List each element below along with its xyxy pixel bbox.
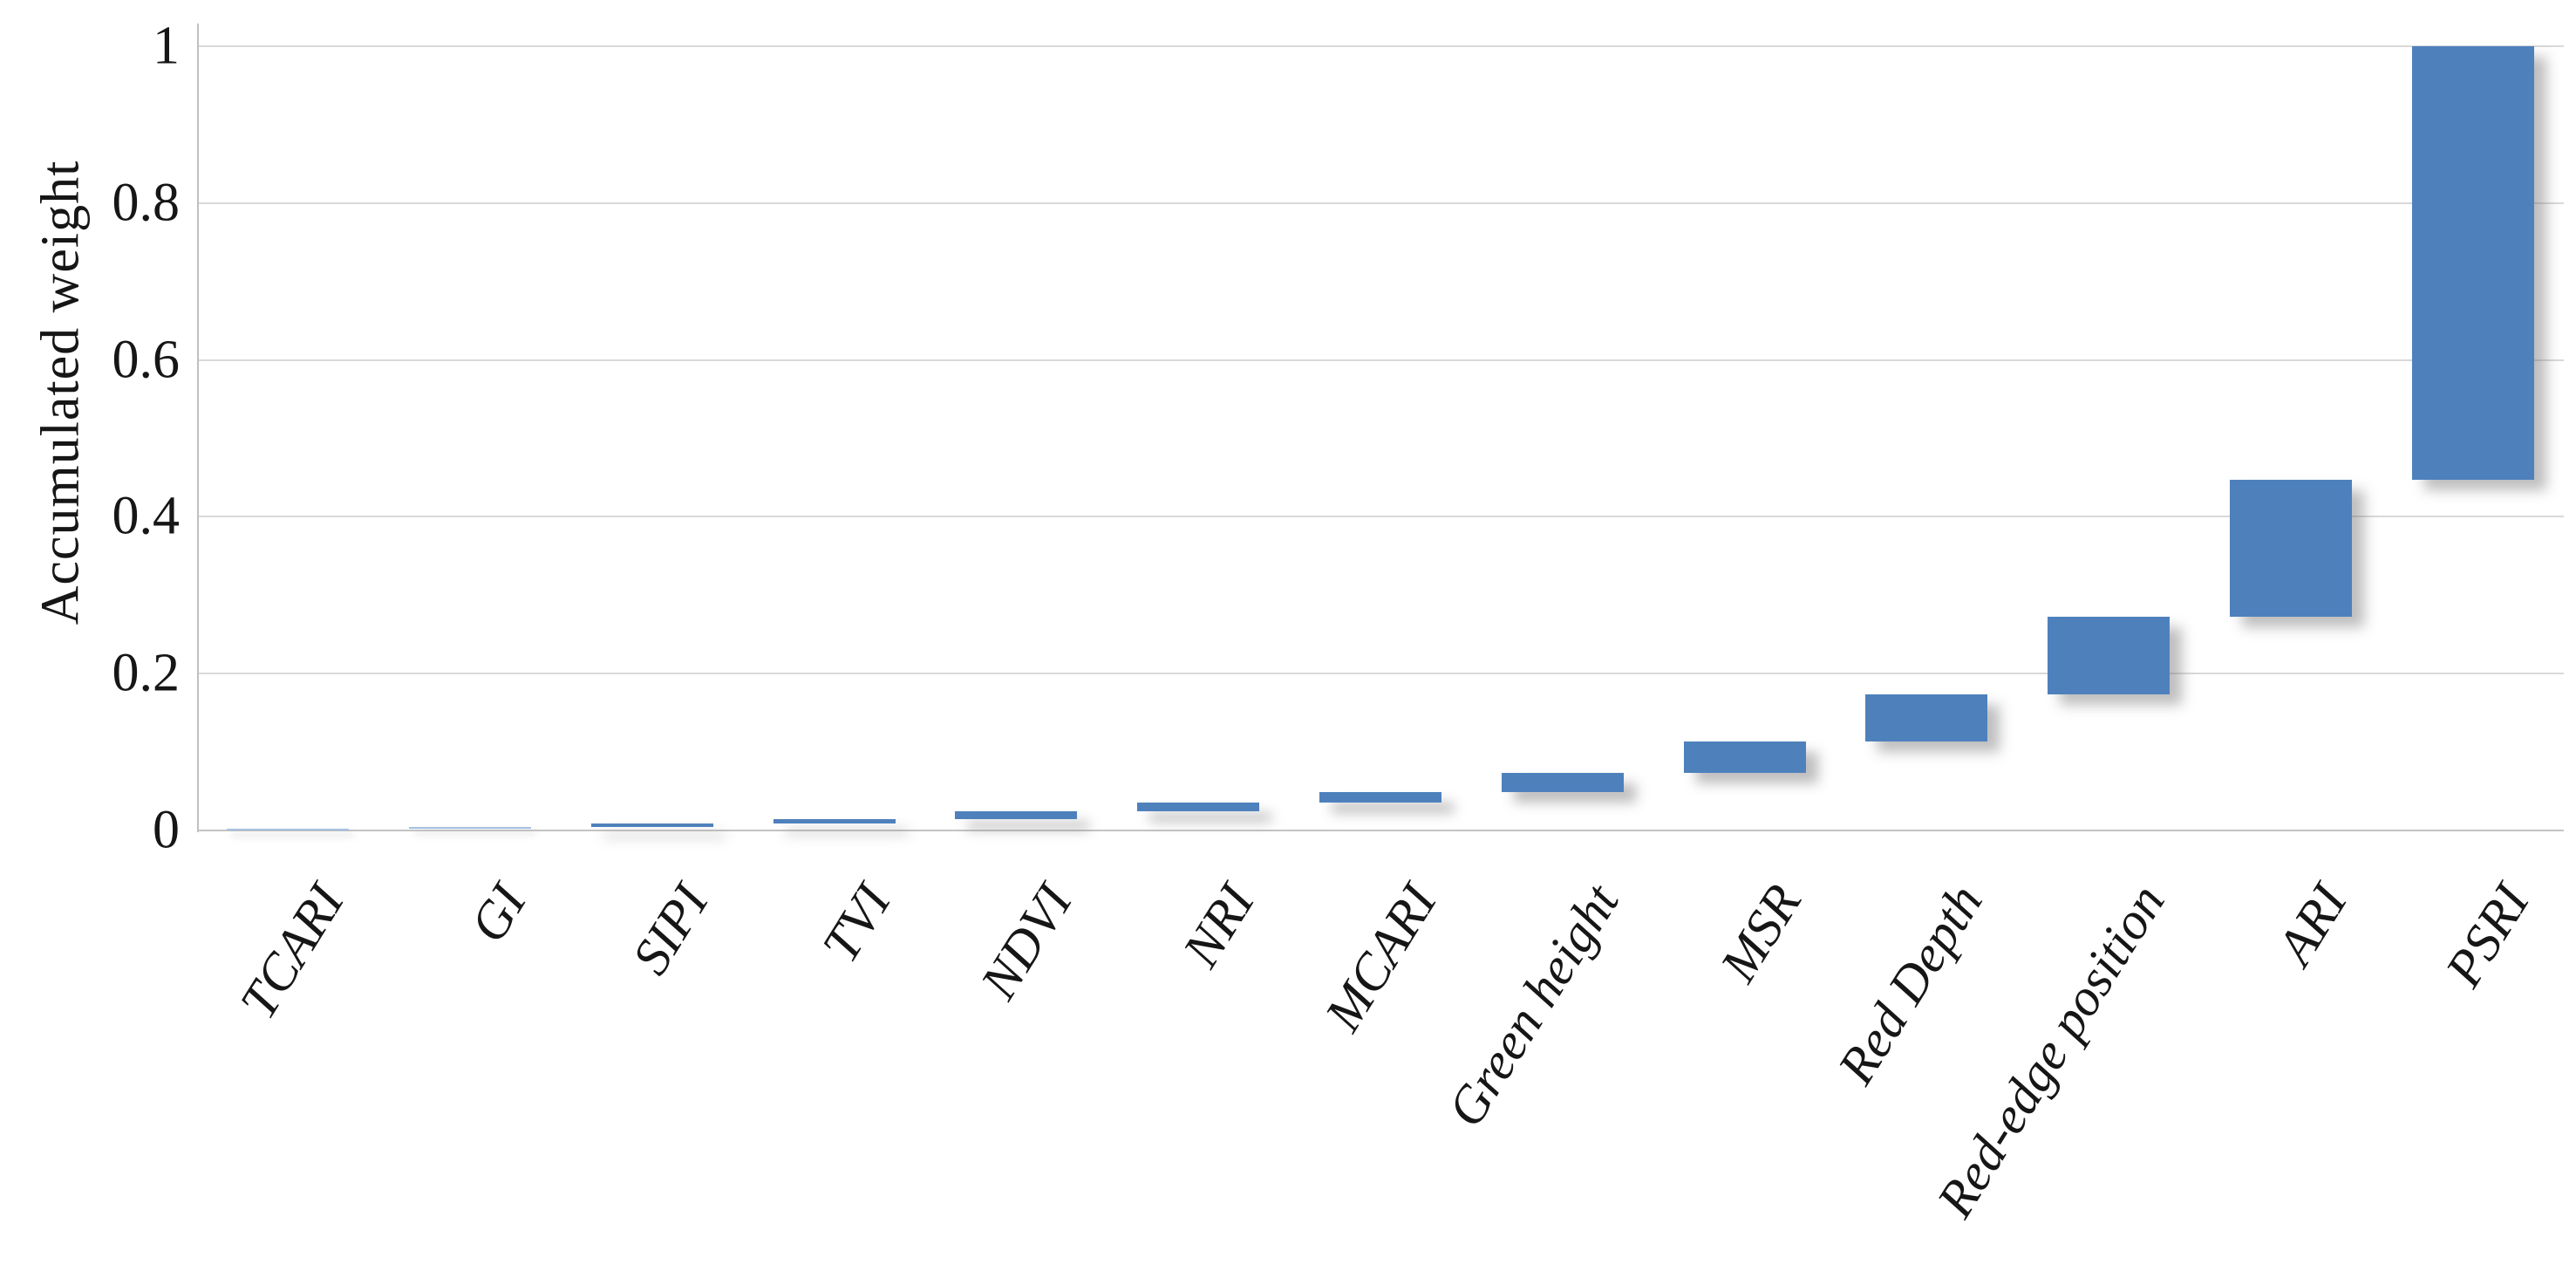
- bar-NRI: [1137, 802, 1260, 811]
- gridline-0.2: [197, 673, 2564, 675]
- bar-TCARI: [227, 829, 350, 831]
- y-tick-label-0.6: 0.6: [112, 330, 181, 390]
- y-tick-label-0.4: 0.4: [112, 486, 181, 546]
- bar-PSRI: [2411, 46, 2534, 481]
- bar-Red Depth: [1865, 694, 1988, 741]
- gridline-1: [197, 45, 2564, 47]
- y-tick-label-0.8: 0.8: [112, 173, 181, 233]
- y-tick-label-0.2: 0.2: [112, 643, 181, 703]
- bar-Green height: [1501, 773, 1624, 792]
- gridline-0.8: [197, 202, 2564, 204]
- y-tick-label-0: 0: [153, 800, 180, 860]
- bar-MCARI: [1319, 791, 1441, 803]
- y-tick-label-1: 1: [153, 16, 180, 76]
- y-axis-line: [197, 24, 199, 832]
- bar-TVI: [773, 819, 896, 823]
- bar-GI: [409, 827, 532, 830]
- bar-SIPI: [590, 823, 713, 828]
- bar-Red-edge position: [2048, 617, 2171, 694]
- bar-NDVI: [955, 810, 1078, 820]
- gridline-0: [197, 830, 2564, 831]
- bar-MSR: [1683, 741, 1806, 774]
- gridline-0.4: [197, 516, 2564, 518]
- bar-ARI: [2229, 480, 2352, 618]
- gridline-0.6: [197, 359, 2564, 361]
